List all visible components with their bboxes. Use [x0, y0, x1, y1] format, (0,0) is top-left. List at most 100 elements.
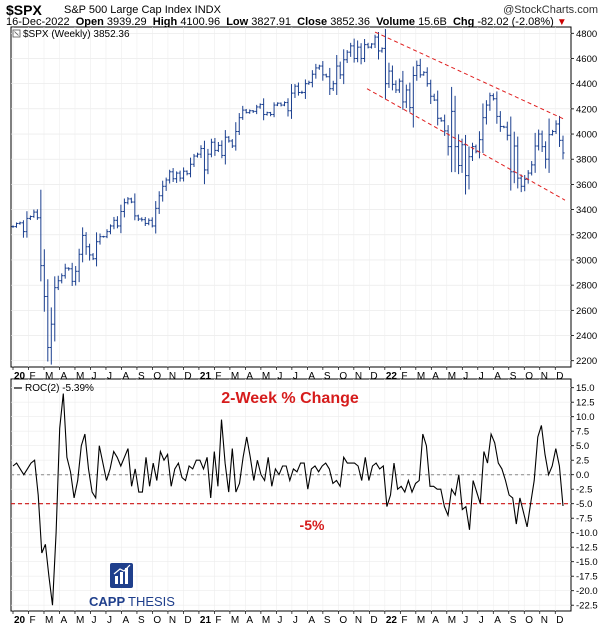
- roc-y-tick-label: -5.0: [576, 499, 592, 510]
- logo-text-part1: CAPP: [89, 594, 125, 609]
- roc-y-tick-label: -10.0: [576, 528, 598, 539]
- roc-y-tick-label: 5.0: [576, 441, 589, 452]
- price-y-tick-label: 3000: [576, 255, 597, 266]
- price-x-label: A: [308, 371, 315, 382]
- roc-y-tick-label: -22.5: [576, 601, 598, 612]
- roc-x-label: M: [417, 615, 425, 626]
- price-y-tick-label: 4400: [576, 79, 597, 90]
- price-y-tick-label: 4800: [576, 29, 597, 40]
- price-x-label: A: [432, 371, 439, 382]
- price-y-tick-label: 3800: [576, 155, 597, 166]
- quote-date: 16-Dec-2022: [6, 16, 70, 28]
- price-x-label: J: [91, 371, 96, 382]
- ticker-symbol: $SPX: [6, 2, 42, 18]
- roc-x-label: O: [339, 615, 347, 626]
- price-stats-row: 16-Dec-2022 Open 3939.29 High 4100.96 Lo…: [6, 16, 567, 28]
- price-x-label: A: [60, 371, 67, 382]
- roc-x-label: M: [231, 615, 239, 626]
- low-value: 3827.91: [251, 16, 292, 28]
- roc-x-label: A: [432, 615, 439, 626]
- price-x-label: F: [29, 371, 35, 382]
- price-x-label: A: [494, 371, 501, 382]
- price-x-label: A: [122, 371, 129, 382]
- roc-legend-text: ROC(2) -5.39%: [25, 383, 94, 394]
- price-y-tick-label: 3200: [576, 230, 597, 241]
- price-x-axis: 20 F M A M J J A S O N D 21 F M A M J J A S O N D 22 F M A M J J A S O N D: [12, 367, 563, 382]
- close-label: Close: [297, 16, 328, 28]
- roc-y-tick-label: 7.5: [576, 427, 589, 438]
- roc-x-label: A: [246, 615, 253, 626]
- roc-x-label: S: [510, 615, 517, 626]
- roc-x-label: J: [463, 615, 468, 626]
- chg-value: -82.02 (-2.08%): [477, 16, 554, 28]
- roc-threshold-lines: [11, 474, 571, 505]
- price-x-label: F: [401, 371, 407, 382]
- roc-x-label: A: [308, 615, 315, 626]
- price-x-label: M: [45, 371, 53, 382]
- price-x-label: N: [541, 371, 548, 382]
- roc-x-label: D: [556, 615, 563, 626]
- price-x-label: J: [293, 371, 298, 382]
- price-x-label: 21: [200, 371, 212, 382]
- price-x-label: N: [169, 371, 176, 382]
- price-x-label: M: [417, 371, 425, 382]
- price-panel-frame: [10, 26, 572, 368]
- index-name: S&P 500 Large Cap Index INDX: [64, 4, 221, 16]
- price-y-tick-label: 3400: [576, 205, 597, 216]
- down-arrow-icon: ▼: [556, 17, 567, 28]
- roc-y-tick-label: -12.5: [576, 543, 598, 554]
- roc-x-label: J: [277, 615, 282, 626]
- roc-x-label: D: [370, 615, 377, 626]
- price-x-label: J: [277, 371, 282, 382]
- roc-x-label: O: [153, 615, 161, 626]
- price-y-tick-label: 3600: [576, 180, 597, 191]
- open-value: 3939.29: [106, 16, 147, 28]
- roc-x-axis: 20 F M A M J J A S O N D 21 F M A M J J A S O N D 22 F M A M J J A S O N D: [12, 611, 563, 626]
- price-x-label: 20: [14, 371, 26, 382]
- roc-x-label: A: [494, 615, 501, 626]
- roc-series-line: [12, 393, 564, 606]
- roc-x-label: M: [262, 615, 270, 626]
- price-x-label: S: [324, 371, 331, 382]
- volume-label: Volume: [376, 16, 415, 28]
- roc-x-label: N: [355, 615, 362, 626]
- lower-channel-line: [366, 88, 566, 201]
- price-y-tick-label: 4200: [576, 104, 597, 115]
- roc-legend: ROC(2) -5.39%: [14, 383, 94, 394]
- price-x-label: M: [231, 371, 239, 382]
- price-y-tick-label: 2600: [576, 306, 597, 317]
- price-bars: [11, 29, 565, 365]
- roc-y-tick-label: -2.5: [576, 485, 592, 496]
- roc-x-label: S: [324, 615, 331, 626]
- roc-y-tick-label: -7.5: [576, 514, 592, 525]
- price-y-tick-label: 4000: [576, 130, 597, 141]
- roc-y-axis: 15.0 12.5 10.0 7.5 5.0 2.5 0.0 -2.5 -5.0 -7.5 -10.…: [571, 383, 598, 612]
- annotation-title: 2-Week % Change: [221, 390, 359, 407]
- roc-x-label: M: [448, 615, 456, 626]
- roc-x-label: F: [401, 615, 407, 626]
- roc-y-tick-label: 2.5: [576, 456, 589, 467]
- price-y-tick-label: 2400: [576, 331, 597, 342]
- price-x-label: D: [184, 371, 191, 382]
- trend-channel: [366, 31, 566, 201]
- annotation-level: -5%: [300, 517, 325, 533]
- roc-x-label: F: [215, 615, 221, 626]
- close-value: 3852.36: [330, 16, 370, 28]
- price-x-label: D: [370, 371, 377, 382]
- roc-y-tick-label: 0.0: [576, 470, 589, 481]
- price-x-label: J: [463, 371, 468, 382]
- price-x-label: F: [215, 371, 221, 382]
- roc-y-tick-label: -17.5: [576, 572, 598, 583]
- roc-x-label: O: [525, 615, 533, 626]
- roc-x-label: F: [29, 615, 35, 626]
- price-x-label: A: [246, 371, 253, 382]
- price-legend-text: $SPX (Weekly) 3852.36: [23, 29, 130, 40]
- price-x-label: 22: [386, 371, 398, 382]
- roc-x-label: 20: [14, 615, 26, 626]
- roc-x-label: A: [60, 615, 67, 626]
- logo-text-part2: THESIS: [128, 594, 175, 609]
- roc-x-label: M: [45, 615, 53, 626]
- roc-x-label: J: [91, 615, 96, 626]
- roc-y-tick-label: 10.0: [576, 412, 595, 423]
- price-x-label: M: [76, 371, 84, 382]
